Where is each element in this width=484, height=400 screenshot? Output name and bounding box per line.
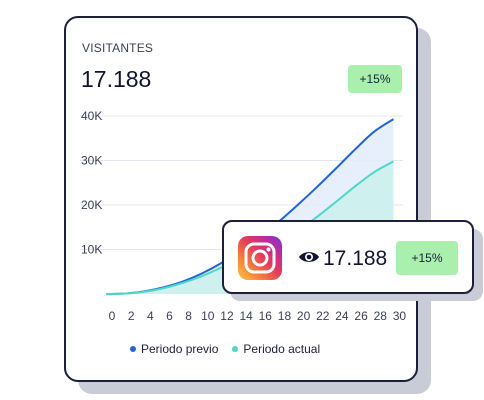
- x-tick-label: 30: [393, 309, 407, 323]
- visitors-value: 17.188: [81, 66, 152, 92]
- legend-dot-current: [232, 346, 239, 352]
- instagram-icon: [238, 236, 282, 280]
- y-tick-label: 30K: [81, 154, 102, 168]
- legend-label-current: Periodo actual: [243, 342, 321, 356]
- x-tick-label: 20: [297, 309, 311, 323]
- x-tick-label: 24: [335, 309, 349, 323]
- popup-change-badge: +15%: [396, 241, 458, 275]
- popup-value: 17.188: [323, 247, 388, 270]
- x-tick-label: 6: [166, 309, 173, 323]
- x-axis-ticks: 0 2 4 6 8 10 12 14 16 18 20 22 24 26 28 30: [109, 309, 407, 323]
- x-tick-label: 18: [278, 309, 292, 323]
- legend-item-previous: Periodo previo: [130, 342, 218, 356]
- x-tick-label: 2: [128, 309, 135, 323]
- x-tick-label: 8: [185, 309, 192, 323]
- eye-icon: [299, 252, 319, 262]
- y-tick-label: 40K: [81, 109, 102, 123]
- x-tick-label: 22: [316, 309, 330, 323]
- y-tick-label: 20K: [81, 198, 102, 212]
- x-tick-label: 0: [109, 309, 116, 323]
- x-tick-label: 16: [259, 309, 273, 323]
- x-tick-label: 14: [239, 309, 253, 323]
- card-title: VISITANTES: [82, 41, 154, 55]
- legend-label-previous: Periodo previo: [141, 342, 219, 356]
- chart-legend: Periodo previo Periodo actual: [130, 342, 320, 356]
- x-tick-label: 28: [374, 309, 388, 323]
- x-tick-label: 12: [220, 309, 234, 323]
- change-badge: +15%: [348, 65, 402, 93]
- x-tick-label: 26: [354, 309, 368, 323]
- y-tick-label: 10K: [81, 243, 102, 257]
- legend-dot-previous: [130, 346, 136, 352]
- legend-item-current: Periodo actual: [232, 342, 320, 356]
- x-tick-label: 10: [201, 309, 215, 323]
- x-tick-label: 4: [147, 309, 154, 323]
